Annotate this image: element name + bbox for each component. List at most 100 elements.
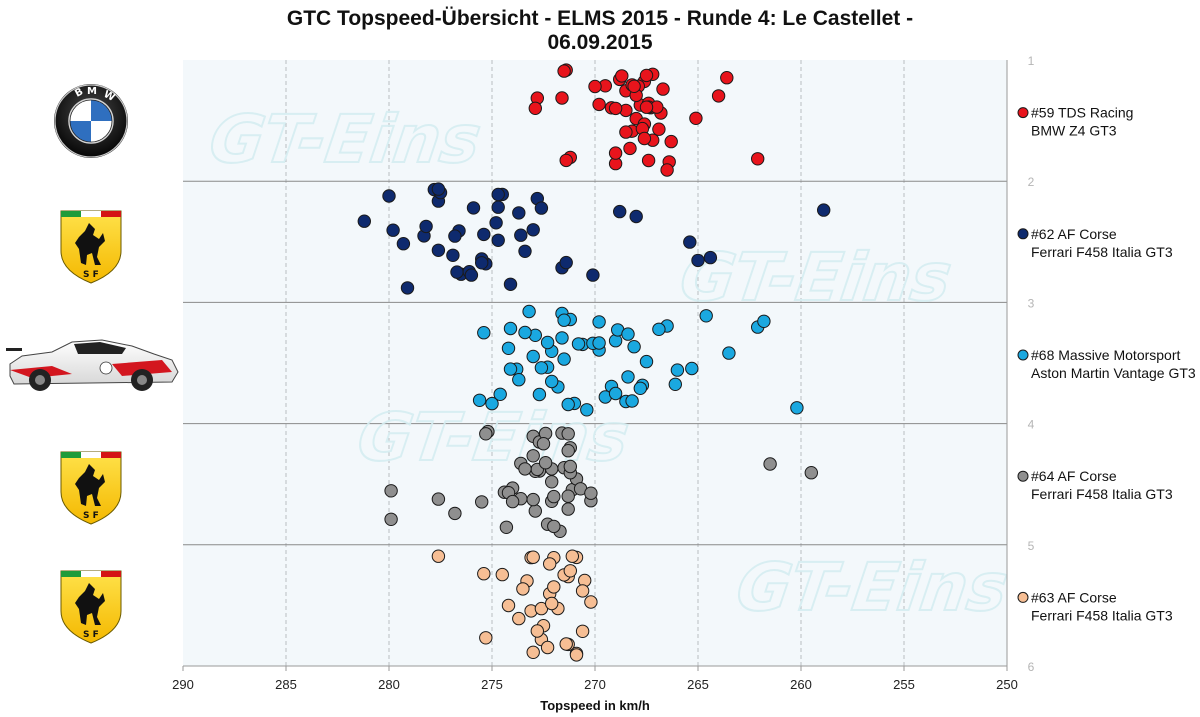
data-point [608, 146, 623, 160]
data-point [545, 596, 559, 611]
data-point [431, 243, 446, 258]
data-point [419, 219, 433, 234]
data-point [711, 89, 726, 103]
data-point [505, 494, 520, 509]
legend-label: #68 Massive Motorsport [1031, 347, 1181, 363]
y-tick-label: 2 [1028, 175, 1035, 189]
data-point [431, 549, 446, 563]
data-point [491, 187, 505, 202]
x-tick-label: 260 [790, 677, 812, 692]
data-point [357, 214, 371, 228]
data-point [475, 256, 489, 270]
data-point [477, 326, 491, 340]
data-point [608, 334, 623, 348]
series-4 [384, 424, 818, 538]
svg-text:M: M [87, 86, 97, 97]
data-point [790, 401, 804, 415]
data-point [518, 244, 532, 259]
data-point [543, 557, 557, 571]
data-point [526, 449, 540, 463]
data-point [485, 396, 499, 411]
data-point [489, 216, 503, 230]
data-point [668, 377, 682, 391]
watermark-1: GT-Eins [205, 100, 486, 178]
series-5 [431, 549, 598, 662]
series-2 [357, 182, 831, 295]
data-point [588, 79, 602, 94]
data-point [592, 97, 606, 112]
data-point [670, 363, 685, 377]
data-point [559, 637, 573, 651]
data-point [526, 349, 540, 364]
ferrari-logo: S F [60, 210, 122, 284]
ferrari-logo: S F [60, 570, 122, 644]
data-point [448, 506, 462, 521]
legend-sublabel: Ferrari F458 Italia GT3 [1031, 244, 1173, 260]
data-point [540, 640, 555, 655]
x-tick-label: 255 [893, 677, 915, 692]
data-point [757, 314, 771, 328]
data-point [571, 337, 586, 351]
data-point [565, 549, 579, 563]
data-point [466, 201, 481, 215]
data-point [431, 492, 446, 506]
data-point [627, 340, 641, 354]
x-tick-label: 270 [584, 677, 606, 692]
data-point [526, 550, 540, 564]
data-point [526, 645, 540, 659]
legend-sublabel: BMW Z4 GT3 [1031, 123, 1117, 139]
legend-label: #64 AF Corse [1031, 468, 1117, 484]
data-point [751, 152, 765, 166]
watermark-4: GT-Eins [732, 548, 1013, 626]
data-point [503, 362, 518, 376]
svg-text:S F: S F [83, 511, 99, 521]
chart-title-line-1: GTC Topspeed-Übersicht - ELMS 2015 - Run… [287, 7, 913, 30]
y-tick-label: 4 [1028, 418, 1035, 432]
legend-label: #62 AF Corse [1031, 226, 1117, 242]
data-point [608, 386, 623, 401]
data-point [621, 370, 635, 384]
legend-marker [1017, 349, 1029, 361]
data-point [584, 595, 598, 609]
data-point [722, 346, 736, 360]
data-point [534, 361, 549, 375]
data-point [464, 268, 479, 282]
data-point [386, 223, 400, 237]
data-point [384, 484, 398, 498]
data-point [559, 153, 573, 168]
data-point [691, 253, 705, 268]
data-point [580, 403, 594, 417]
data-point [450, 265, 464, 279]
data-point [561, 502, 575, 516]
legend-marker [1017, 107, 1029, 119]
data-point [639, 68, 654, 83]
data-point [817, 203, 831, 217]
data-point [689, 111, 703, 126]
legend-marker [1017, 228, 1029, 240]
data-point [522, 304, 536, 319]
data-point [608, 101, 623, 116]
y-tick-label: 5 [1028, 539, 1035, 553]
data-point [561, 397, 575, 412]
data-point [495, 567, 509, 582]
data-point [528, 101, 542, 116]
data-point [575, 584, 590, 598]
data-point [540, 335, 555, 350]
data-point [479, 631, 493, 645]
x-tick-label: 280 [378, 677, 400, 692]
data-point [592, 336, 606, 350]
data-point [664, 134, 678, 149]
data-point [683, 235, 697, 249]
y-tick-label: 3 [1028, 296, 1035, 310]
legend-sublabel: Ferrari F458 Italia GT3 [1031, 486, 1173, 502]
data-point [491, 233, 505, 248]
data-point [518, 325, 532, 340]
data-point [652, 322, 666, 336]
data-point [472, 393, 487, 407]
data-point [503, 277, 518, 291]
legend-marker [1017, 591, 1029, 603]
data-point [557, 64, 571, 78]
data-point [545, 374, 559, 389]
data-point [545, 475, 559, 489]
